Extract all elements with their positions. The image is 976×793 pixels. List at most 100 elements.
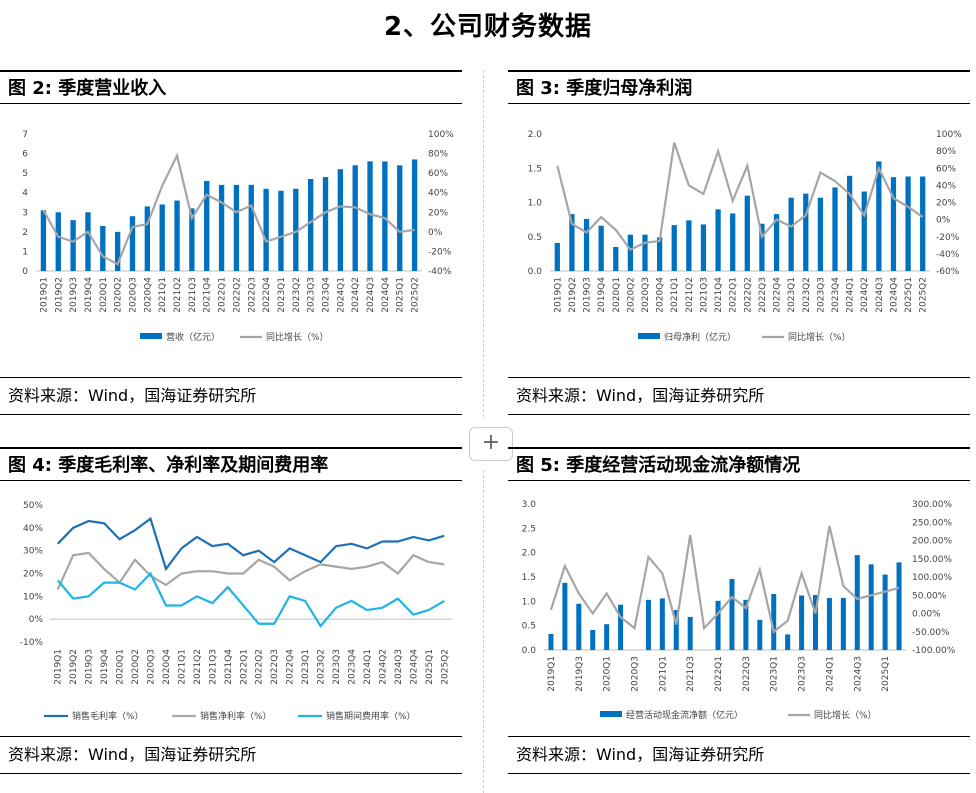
bar (812, 595, 819, 650)
x-axis-tick-label: 2021Q2 (173, 277, 183, 313)
bar (803, 193, 809, 271)
left-axis-tick-label: 0 (22, 267, 28, 277)
panel-title: 图 4: 季度毛利率、净利率及期间费用率 (0, 447, 462, 481)
bar (730, 213, 736, 271)
panel-title: 图 3: 季度归母净利润 (508, 70, 970, 104)
x-axis-tick-label: 2019Q3 (583, 277, 593, 313)
x-axis-tick-label: 2021Q2 (193, 649, 203, 685)
growth-line (556, 142, 924, 251)
x-axis-tick-label: 2021Q3 (699, 277, 709, 313)
bar (876, 161, 882, 271)
bar (759, 223, 765, 271)
x-axis-tick-label: 2025Q1 (425, 649, 435, 685)
y-axis-tick-label: 10% (23, 592, 43, 602)
left-axis-tick-label: 2.0 (528, 130, 543, 140)
x-axis-tick-label: 2019Q1 (547, 656, 557, 692)
bar (590, 630, 596, 650)
x-axis-tick-label: 2022Q3 (270, 649, 280, 685)
x-axis-tick-label: 2025Q2 (919, 277, 929, 313)
x-axis-tick-label: 2022Q1 (218, 277, 228, 313)
bar (817, 197, 824, 271)
x-axis-tick-label: 2021Q4 (203, 277, 213, 313)
right-axis-tick-label: 0% (936, 216, 951, 226)
x-axis-tick-label: 2019Q2 (69, 649, 79, 685)
bar (382, 161, 388, 271)
bar (861, 191, 867, 271)
bar (788, 197, 794, 271)
x-axis-tick-label: 2020Q4 (656, 277, 666, 313)
bar (322, 177, 329, 271)
bar (896, 562, 902, 650)
x-axis-tick-label: 2022Q3 (742, 656, 752, 692)
right-axis-tick-label: 100% (936, 130, 962, 140)
right-axis-tick-label: 150.00% (912, 555, 952, 565)
left-axis-tick-label: 2.5 (522, 524, 536, 534)
bar (882, 574, 888, 650)
x-axis-tick-label: 2021Q1 (670, 277, 680, 313)
bar (659, 598, 665, 650)
bar (642, 234, 648, 271)
bar (352, 165, 358, 271)
series-line (56, 571, 445, 628)
bar (218, 184, 225, 271)
chart-net-profit: 0.0 0.5 1.0 1.5 2.0 -60% -40% -20% 0% 20% 40% 60% 80… (528, 130, 963, 343)
right-axis-tick-label: 40% (428, 189, 448, 199)
y-axis-tick-label: 0% (29, 615, 44, 625)
bar (671, 225, 677, 271)
chart-revenue: 0 1 2 3 4 5 6 7 -40% -20% 0% 20% 40% 60% 80% 100% 2019Q1… (22, 130, 454, 343)
bar (337, 169, 344, 271)
right-axis-tick-label: -50.00% (912, 628, 950, 638)
x-axis-tick-label: 2024Q2 (378, 649, 388, 685)
x-axis-tick-label: 2023Q4 (322, 277, 332, 313)
left-axis-tick-label: 4 (22, 189, 28, 199)
bar (743, 599, 749, 650)
legend-line-label: 同比增长（%） (266, 331, 329, 343)
x-axis-tick-label: 2022Q1 (239, 649, 249, 685)
x-axis-tick-label: 2020Q4 (143, 277, 153, 313)
add-button[interactable]: + (469, 427, 513, 461)
legend-bar-swatch (638, 333, 660, 339)
bar (159, 204, 165, 271)
x-axis-tick-label: 2020Q2 (626, 277, 636, 313)
bar (627, 234, 634, 271)
left-axis-tick-label: 0.5 (528, 233, 542, 243)
x-axis-tick-label: 2025Q1 (396, 277, 406, 313)
x-axis-tick-label: 2020Q1 (116, 649, 126, 685)
bar (548, 633, 554, 650)
x-axis-tick-label: 2022Q2 (743, 277, 753, 313)
bar (397, 165, 403, 271)
x-axis-tick-label: 2019Q4 (100, 649, 110, 685)
x-axis-tick-label: 2020Q3 (641, 277, 651, 313)
x-axis-tick-label: 2024Q1 (846, 277, 856, 313)
x-axis-tick-label: 2023Q2 (802, 277, 812, 313)
left-axis-tick-label: 6 (22, 150, 28, 160)
right-axis-tick-label: -20% (428, 247, 452, 257)
x-axis-tick-label: 2023Q2 (292, 277, 302, 313)
column-divider-bottom (483, 470, 484, 793)
right-axis-tick-label: 200.00% (912, 537, 952, 547)
left-axis-tick-label: 1.5 (522, 573, 536, 583)
right-axis-tick-label: 300.00% (912, 500, 952, 510)
right-axis-tick-label: 100% (428, 130, 454, 140)
bar (656, 237, 663, 271)
x-axis-tick-label: 2022Q4 (286, 649, 296, 685)
series-line (56, 551, 445, 590)
bar (846, 175, 853, 271)
bar (890, 177, 897, 271)
x-axis-tick-label: 2019Q3 (575, 656, 585, 692)
x-axis-tick-label: 2019Q3 (85, 649, 95, 685)
x-axis-tick-label: 2021Q1 (658, 656, 668, 692)
x-axis-tick-label: 2025Q2 (411, 277, 421, 313)
x-axis-tick-label: 2024Q3 (366, 277, 376, 313)
bar (411, 159, 418, 271)
right-axis-tick-label: 50.00% (912, 591, 947, 601)
bar (85, 212, 91, 271)
panel-margins: 图 4: 季度毛利率、净利率及期间费用率 -10% 0% 10% 20% 30% 40% 5… (0, 447, 462, 793)
x-axis-tick-label: 2020Q2 (131, 649, 141, 685)
bar (233, 184, 240, 271)
bar (771, 594, 777, 650)
right-axis-tick-label: 40% (936, 181, 956, 191)
x-axis-tick-label: 2021Q1 (158, 277, 168, 313)
legend-line-label: 同比增长（%） (814, 709, 877, 721)
y-axis-tick-label: -10% (20, 638, 44, 648)
